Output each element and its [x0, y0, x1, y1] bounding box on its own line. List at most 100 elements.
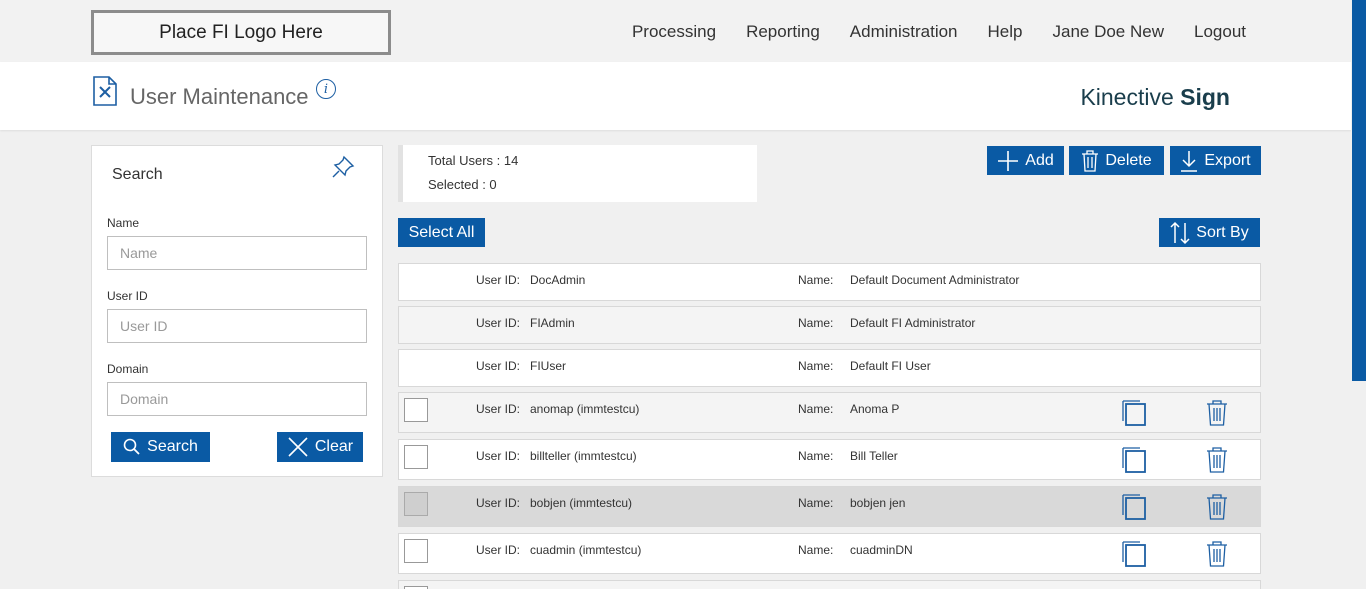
user-id-label: User ID:	[476, 359, 521, 373]
nav-logout[interactable]: Logout	[1194, 22, 1246, 41]
name-value: bobjen jen	[850, 496, 906, 510]
user-id-input[interactable]	[107, 309, 367, 343]
plus-icon	[998, 150, 1019, 171]
trash-icon[interactable]	[1206, 399, 1228, 427]
name-label: Name:	[798, 543, 834, 557]
export-button[interactable]: Export	[1170, 146, 1261, 175]
name-value: Anoma P	[850, 402, 900, 416]
search-button-label: Search	[147, 438, 198, 455]
sort-by-button[interactable]: Sort By	[1159, 218, 1260, 247]
name-label: Name:	[798, 449, 834, 463]
clear-button[interactable]: Clear	[277, 432, 363, 462]
name-label: Name:	[798, 402, 834, 416]
nav-administration[interactable]: Administration	[849, 22, 958, 41]
name-value: cuadminDN	[850, 543, 913, 557]
page-title: User Maintenance	[130, 84, 309, 109]
trash-icon[interactable]	[1206, 446, 1228, 474]
trash-icon	[1082, 149, 1099, 172]
trash-icon[interactable]	[1206, 493, 1228, 521]
domain-input[interactable]	[107, 382, 367, 416]
name-value: Bill Teller	[850, 449, 898, 463]
download-icon	[1181, 150, 1198, 172]
logo-text: Place FI Logo Here	[159, 21, 323, 43]
user-id-label: User ID:	[476, 273, 521, 287]
delete-button[interactable]: Delete	[1069, 146, 1164, 175]
user-id-label: User ID:	[476, 543, 521, 557]
pin-icon[interactable]	[330, 154, 356, 180]
nav-help[interactable]: Help	[987, 22, 1023, 41]
sort-by-label: Sort By	[1196, 223, 1249, 241]
user-id-value: FIAdmin	[530, 316, 575, 330]
user-row[interactable]: User ID: anomap (immtestcu) Name: Anoma …	[398, 392, 1261, 433]
user-row[interactable]: User ID: DocAdmin Name: Default Document…	[398, 263, 1261, 301]
nav-user-name[interactable]: Jane Doe New	[1052, 22, 1164, 41]
close-icon	[288, 437, 308, 457]
user-id-label: User ID	[107, 289, 148, 303]
name-label: Name:	[798, 359, 834, 373]
user-id-label: User ID:	[476, 496, 521, 510]
select-all-label: Select All	[408, 223, 475, 241]
name-value: Default FI Administrator	[850, 316, 976, 330]
domain-label: Domain	[107, 362, 149, 376]
user-counts: Total Users : 14 Selected : 0	[398, 145, 757, 202]
page-header: User Maintenance i Kinective Sign	[0, 62, 1351, 130]
page-scrollbar[interactable]	[1351, 0, 1366, 589]
user-row[interactable]: User ID: cuadmin (immtestcu) Name: cuadm…	[398, 533, 1261, 574]
user-id-label: User ID:	[476, 316, 521, 330]
clear-button-label: Clear	[314, 438, 354, 455]
user-row[interactable]: User ID: billteller (immtestcu) Name: Bi…	[398, 439, 1261, 480]
scrollbar-thumb[interactable]	[1352, 0, 1366, 381]
delete-button-label: Delete	[1105, 151, 1152, 169]
brand-logo: Kinective Sign	[1080, 84, 1230, 111]
user-id-value: billteller (immtestcu)	[530, 449, 637, 463]
top-bar: Place FI Logo Here Processing Reporting …	[0, 0, 1351, 62]
user-id-value: FIUser	[530, 359, 566, 373]
user-row[interactable]: User ID: FIUser Name: Default FI User	[398, 349, 1261, 387]
name-label: Name:	[798, 496, 834, 510]
name-label: Name:	[798, 273, 834, 287]
row-checkbox[interactable]	[404, 586, 428, 589]
user-id-value: anomap (immtestcu)	[530, 402, 640, 416]
trash-icon[interactable]	[1206, 540, 1228, 568]
user-id-value: bobjen (immtestcu)	[530, 496, 633, 510]
user-id-value: DocAdmin	[530, 273, 586, 287]
search-icon	[123, 438, 140, 455]
copy-icon[interactable]	[1121, 493, 1147, 521]
row-checkbox[interactable]	[404, 398, 428, 422]
user-row[interactable]: User ID: FIAdmin Name: Default FI Admini…	[398, 306, 1261, 344]
row-checkbox[interactable]	[404, 445, 428, 469]
name-label: Name	[107, 216, 140, 230]
sort-icon	[1170, 221, 1190, 244]
row-checkbox[interactable]	[404, 492, 428, 516]
copy-icon[interactable]	[1121, 540, 1147, 568]
nav-reporting[interactable]: Reporting	[746, 22, 820, 41]
name-value: Default Document Administrator	[850, 273, 1020, 287]
copy-icon[interactable]	[1121, 399, 1147, 427]
user-id-value: cuadmin (immtestcu)	[530, 543, 642, 557]
user-id-label: User ID:	[476, 402, 521, 416]
nav-processing[interactable]: Processing	[631, 22, 717, 41]
select-all-button[interactable]: Select All	[398, 218, 485, 247]
top-nav: Processing Reporting Administration Help…	[602, 22, 1246, 42]
brand-bold: Sign	[1180, 84, 1230, 110]
user-row-partial[interactable]	[398, 580, 1261, 589]
user-id-label: User ID:	[476, 449, 521, 463]
copy-icon[interactable]	[1121, 446, 1147, 474]
name-label: Name:	[798, 316, 834, 330]
name-value: Default FI User	[850, 359, 931, 373]
add-button[interactable]: Add	[987, 146, 1064, 175]
search-button[interactable]: Search	[111, 432, 210, 462]
search-title: Search	[112, 166, 163, 183]
selected-count: Selected : 0	[428, 177, 497, 192]
document-tools-icon	[93, 76, 117, 106]
info-icon[interactable]: i	[316, 79, 336, 99]
name-input[interactable]	[107, 236, 367, 270]
search-panel: Search Name User ID Domain Search Clear	[91, 145, 383, 477]
brand-light: Kinective	[1080, 84, 1174, 110]
row-checkbox[interactable]	[404, 539, 428, 563]
export-button-label: Export	[1204, 151, 1251, 169]
user-row[interactable]: User ID: bobjen (immtestcu) Name: bobjen…	[398, 486, 1261, 527]
add-button-label: Add	[1025, 151, 1054, 169]
total-users: Total Users : 14	[428, 153, 519, 168]
logo-placeholder: Place FI Logo Here	[91, 10, 391, 55]
